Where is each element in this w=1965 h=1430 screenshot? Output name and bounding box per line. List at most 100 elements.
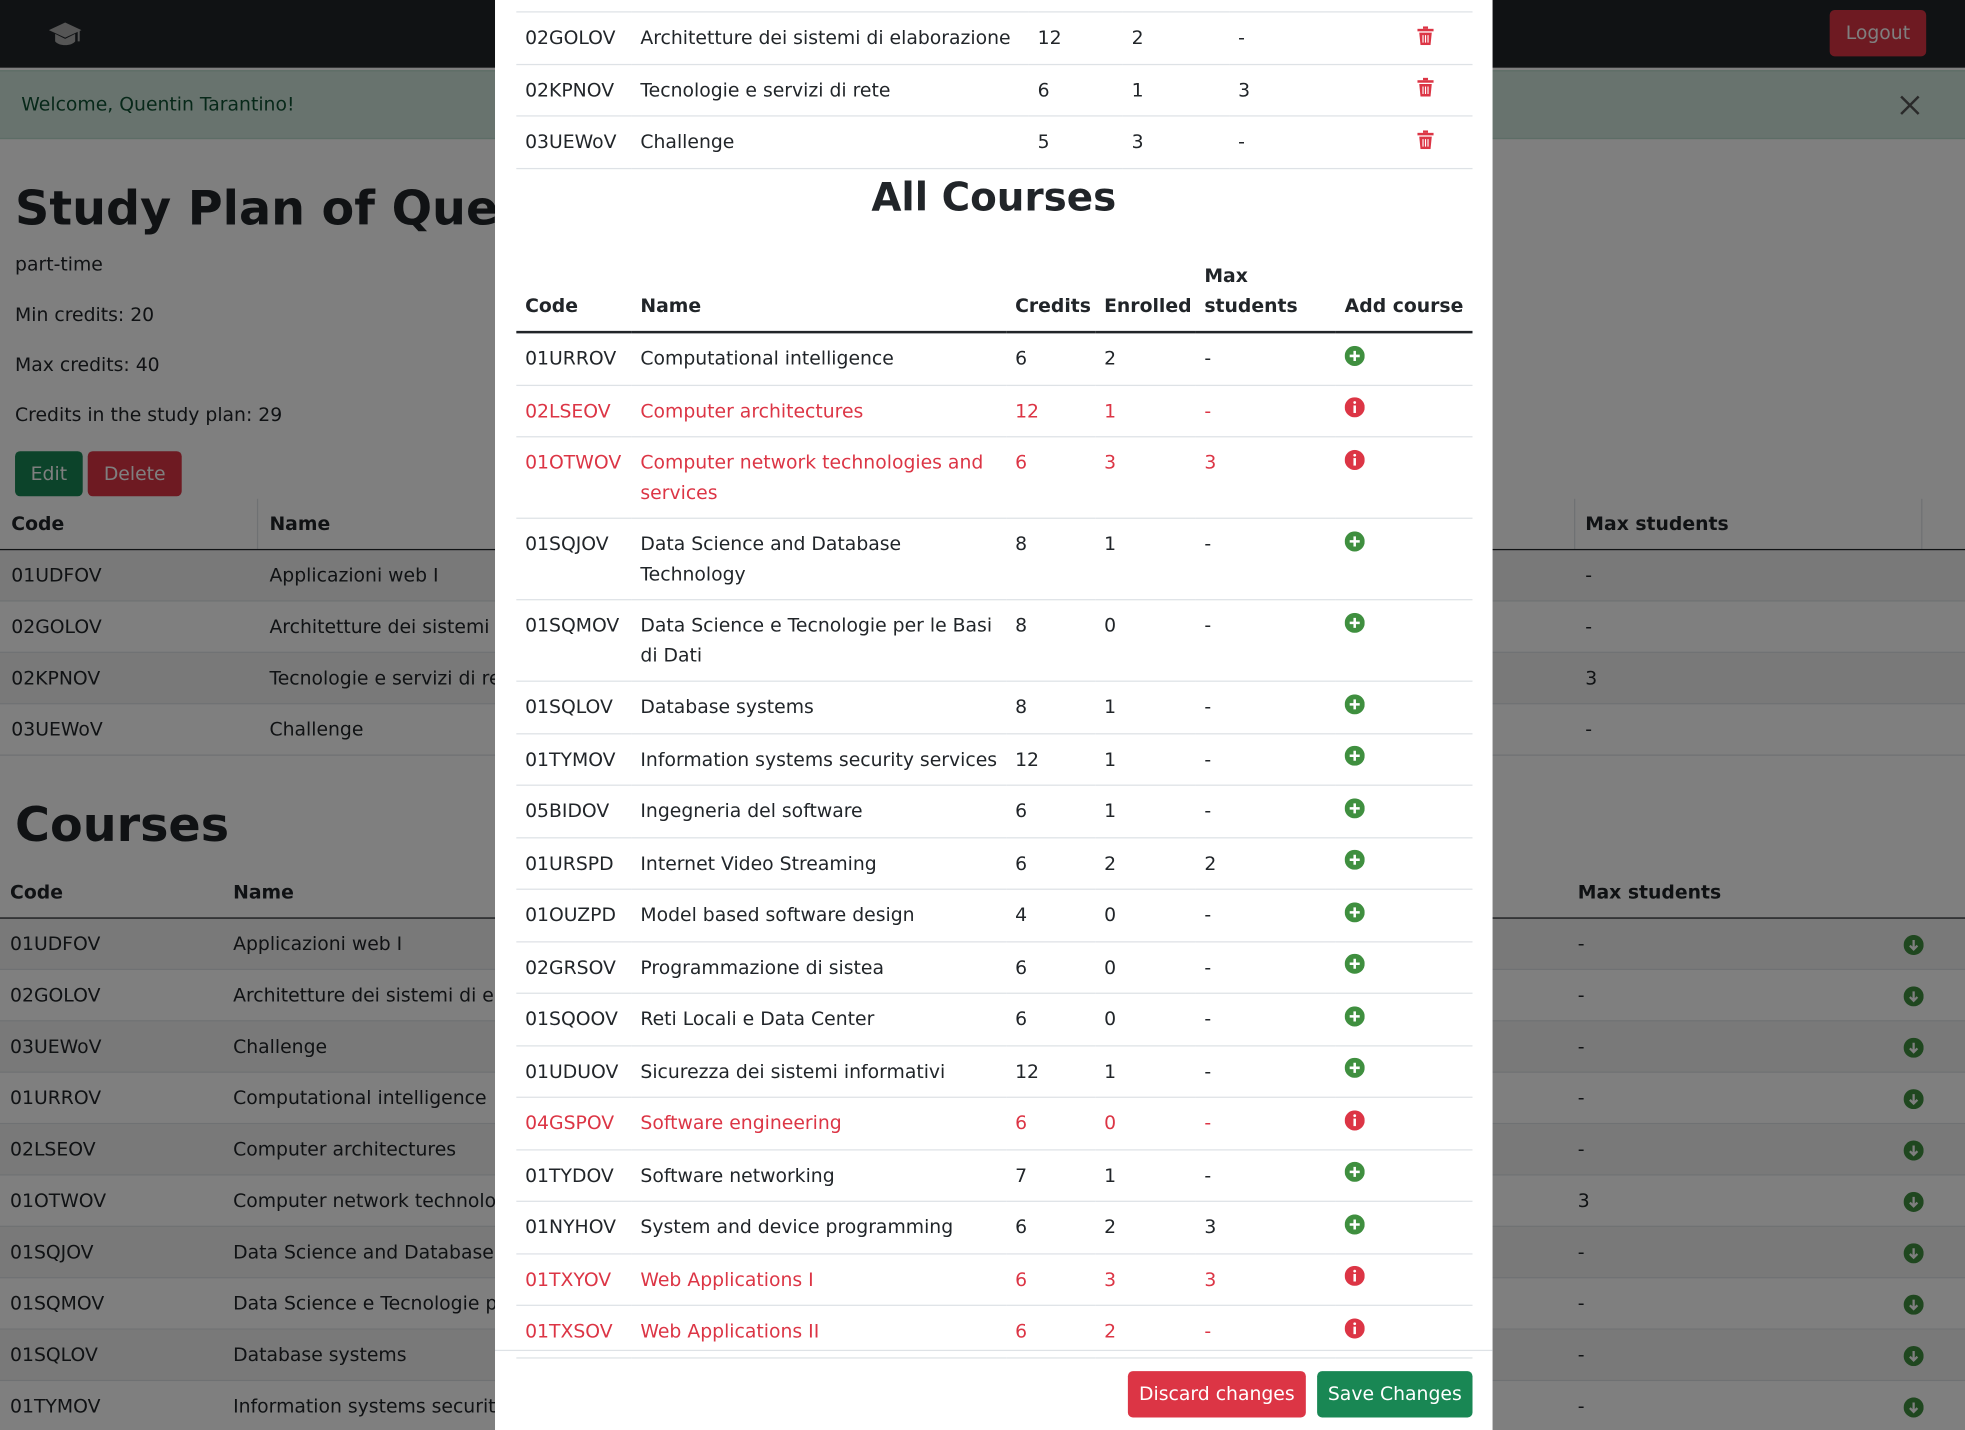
table-cell: - (1195, 518, 1336, 601)
remove-cell (1378, 11, 1473, 65)
table-cell: 6 (1006, 332, 1096, 386)
table-cell: 12 (1006, 733, 1096, 786)
add-icon[interactable] (1344, 1005, 1365, 1035)
course-row: 01OTWOV Computer network technologies and… (516, 436, 1473, 519)
info-icon[interactable] (1344, 396, 1365, 426)
course-row: 02LSEOV Computer architectures 12 1- (516, 384, 1473, 438)
table-cell: System and device programming (631, 1201, 1007, 1254)
add-cell (1335, 1253, 1473, 1306)
add-cell (1335, 1149, 1473, 1202)
table-cell: - (1195, 1097, 1336, 1150)
add-icon[interactable] (1344, 1161, 1365, 1191)
add-cell (1335, 1201, 1473, 1254)
table-cell: 6 (1006, 1097, 1096, 1150)
table-cell: 6 (1006, 941, 1096, 994)
trash-icon[interactable] (1417, 75, 1434, 105)
add-cell (1335, 1097, 1473, 1150)
course-row: 01TYMOV Information systems security serv… (516, 733, 1473, 786)
table-cell: 0 (1095, 993, 1196, 1046)
add-icon[interactable] (1344, 1213, 1365, 1243)
table-cell: 0 (1095, 1097, 1196, 1150)
add-icon[interactable] (1344, 344, 1365, 374)
add-glyph (1344, 1005, 1365, 1026)
table-cell: 1 (1095, 785, 1196, 838)
table-cell: 01TXSOV (516, 1305, 632, 1358)
table-cell: 2 (1095, 332, 1196, 386)
table-cell: 4 (1006, 889, 1096, 942)
add-cell (1335, 993, 1473, 1046)
add-glyph (1344, 1161, 1365, 1182)
table-cell: - (1195, 384, 1336, 438)
add-icon[interactable] (1344, 611, 1365, 641)
all-courses-title: All Courses (871, 175, 1117, 221)
table-cell: Database systems (631, 681, 1007, 734)
add-cell (1335, 518, 1473, 601)
course-row: 01SQJOV Data Science and Database Technol… (516, 518, 1473, 601)
add-cell (1335, 733, 1473, 786)
add-icon[interactable] (1344, 1057, 1365, 1087)
info-glyph (1344, 1109, 1365, 1130)
table-cell: - (1195, 332, 1336, 386)
course-row: 01TYDOV Software networking 7 1- (516, 1149, 1473, 1202)
add-cell (1335, 1045, 1473, 1098)
course-row: 01SQMOV Data Science e Tecnologie per le … (516, 599, 1473, 682)
info-icon[interactable] (1344, 448, 1365, 478)
table-cell: - (1229, 115, 1379, 169)
save-button[interactable]: Save Changes (1317, 1371, 1473, 1418)
add-glyph (1344, 1213, 1365, 1234)
table-cell: 01SQLOV (516, 681, 632, 734)
add-icon[interactable] (1344, 530, 1365, 560)
column-header: Add course (1335, 250, 1473, 334)
add-glyph (1344, 530, 1365, 551)
table-cell: 01TYMOV (516, 733, 632, 786)
add-glyph (1344, 797, 1365, 818)
add-glyph (1344, 849, 1365, 870)
add-icon[interactable] (1344, 744, 1365, 774)
table-cell: Software networking (631, 1149, 1007, 1202)
table-cell: 2 (1122, 11, 1230, 65)
table-cell: 03UEWoV (516, 115, 632, 169)
table-cell: - (1195, 1149, 1336, 1202)
add-icon[interactable] (1344, 953, 1365, 983)
table-cell: 2 (1095, 1201, 1196, 1254)
trash-icon[interactable] (1417, 23, 1434, 53)
add-glyph (1344, 345, 1365, 366)
add-icon[interactable] (1344, 848, 1365, 878)
info-icon[interactable] (1344, 1265, 1365, 1295)
table-cell: 6 (1006, 993, 1096, 1046)
table-cell: 6 (1006, 837, 1096, 890)
add-icon[interactable] (1344, 900, 1365, 930)
table-cell: Software engineering (631, 1097, 1007, 1150)
table-cell: 04GSPOV (516, 1097, 632, 1150)
table-cell: - (1195, 681, 1336, 734)
info-glyph (1344, 1265, 1365, 1286)
add-icon[interactable] (1344, 796, 1365, 826)
table-cell: 1 (1095, 733, 1196, 786)
table-cell: 8 (1006, 681, 1096, 734)
course-row: 02GRSOV Programmazione di sistea 6 0- (516, 941, 1473, 994)
add-icon[interactable] (1344, 692, 1365, 722)
table-cell: 2 (1095, 837, 1196, 890)
info-icon[interactable] (1344, 1317, 1365, 1347)
info-icon[interactable] (1344, 1109, 1365, 1139)
table-cell: Information systems security services (631, 733, 1007, 786)
add-glyph (1344, 1057, 1365, 1078)
info-glyph (1344, 397, 1365, 418)
trash-icon[interactable] (1417, 127, 1434, 157)
table-cell: Model based software design (631, 889, 1007, 942)
table-cell: Computer network technologies and servic… (631, 436, 1007, 519)
table-cell: 0 (1095, 599, 1196, 682)
table-cell: 6 (1028, 63, 1123, 117)
add-cell (1335, 889, 1473, 942)
table-cell: 3 (1095, 1253, 1196, 1306)
add-cell (1335, 1305, 1473, 1358)
table-cell: - (1195, 785, 1336, 838)
plan-row: 02KPNOV Tecnologie e servizi di rete 6 1 3 (516, 63, 1473, 117)
table-cell: 01OUZPD (516, 889, 632, 942)
table-cell: Computational intelligence (631, 332, 1007, 386)
discard-button[interactable]: Discard changes (1127, 1371, 1306, 1418)
table-cell: Ingegneria del software (631, 785, 1007, 838)
table-cell: Tecnologie e servizi di rete (631, 63, 1029, 117)
